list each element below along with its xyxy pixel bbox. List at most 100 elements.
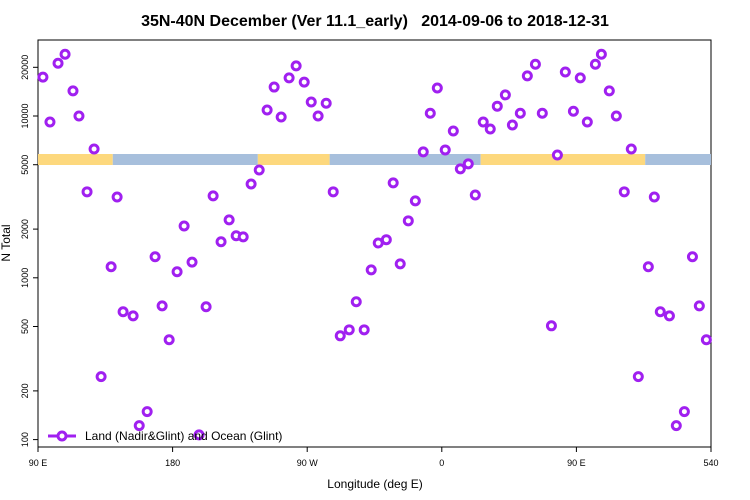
data-point	[171, 266, 183, 278]
data-point	[491, 100, 503, 112]
data-point	[394, 258, 406, 270]
data-point	[581, 116, 593, 128]
data-point	[358, 324, 370, 336]
data-point	[447, 125, 459, 137]
x-tick-label: 0	[439, 458, 444, 468]
data-point	[200, 301, 212, 313]
data-point	[59, 48, 71, 60]
data-point	[156, 300, 168, 312]
surface-strip	[329, 154, 481, 165]
data-point	[52, 57, 64, 69]
data-point	[37, 71, 49, 83]
data-point	[149, 251, 161, 263]
data-point	[178, 220, 190, 232]
y-tick-label: 20000	[20, 55, 30, 80]
x-tick-label: 540	[703, 458, 718, 468]
x-tick-label: 180	[165, 458, 180, 468]
data-point	[536, 107, 548, 119]
data-point	[670, 420, 682, 432]
y-axis-label: N Total	[0, 224, 13, 261]
data-point	[545, 320, 557, 332]
data-point	[163, 334, 175, 346]
data-point	[529, 58, 541, 70]
data-point	[133, 420, 145, 432]
data-point	[431, 82, 443, 94]
data-point	[334, 330, 346, 342]
data-point	[207, 190, 219, 202]
chart-title: 35N-40N December (Ver 11.1_early) 2014-0…	[141, 13, 609, 30]
x-tick-label: 90 E	[29, 458, 48, 468]
surface-strip	[480, 154, 646, 165]
surface-strip	[112, 154, 258, 165]
x-tick-label: 90 E	[567, 458, 586, 468]
data-point	[320, 97, 332, 109]
data-point	[439, 144, 451, 156]
data-point	[253, 164, 265, 176]
data-point	[409, 195, 421, 207]
data-point	[678, 406, 690, 418]
data-point	[193, 429, 205, 441]
data-point	[343, 324, 355, 336]
data-point	[484, 123, 496, 135]
data-point	[469, 189, 481, 201]
data-point	[245, 178, 257, 190]
data-point	[95, 371, 107, 383]
y-tick-label: 1000	[20, 268, 30, 288]
data-point	[595, 48, 607, 60]
data-point	[105, 261, 117, 273]
data-point	[618, 186, 630, 198]
data-point	[654, 306, 666, 318]
data-point	[283, 72, 295, 84]
data-point	[424, 107, 436, 119]
data-point	[186, 256, 198, 268]
data-point	[111, 191, 123, 203]
data-point	[402, 215, 414, 227]
data-point	[365, 264, 377, 276]
data-point	[663, 310, 675, 322]
surface-strip	[645, 154, 711, 165]
data-point	[67, 85, 79, 97]
surface-strip	[38, 154, 113, 165]
data-point	[648, 191, 660, 203]
legend-marker	[56, 430, 68, 442]
data-point	[261, 104, 273, 116]
surface-strip	[257, 154, 330, 165]
data-point	[327, 186, 339, 198]
y-tick-label: 200	[20, 383, 30, 398]
data-point	[462, 158, 474, 170]
data-point	[298, 76, 310, 88]
data-point	[387, 177, 399, 189]
data-point	[589, 58, 601, 70]
data-point	[215, 236, 227, 248]
data-point	[574, 72, 586, 84]
data-point	[141, 406, 153, 418]
data-point	[312, 110, 324, 122]
data-point	[380, 234, 392, 246]
data-point	[632, 371, 644, 383]
data-point	[290, 60, 302, 72]
data-point	[642, 261, 654, 273]
y-tick-label: 500	[20, 319, 30, 334]
data-point	[81, 186, 93, 198]
y-tick-label: 2000	[20, 219, 30, 239]
data-point	[117, 306, 129, 318]
legend-label: Land (Nadir&Glint) and Ocean (Glint)	[85, 429, 282, 443]
data-point	[417, 146, 429, 158]
y-tick-label: 5000	[20, 155, 30, 175]
data-point	[223, 214, 235, 226]
data-point	[610, 110, 622, 122]
data-point	[477, 116, 489, 128]
data-point	[700, 334, 712, 346]
data-point	[88, 143, 100, 155]
data-point	[559, 66, 571, 78]
data-point	[506, 119, 518, 131]
data-point	[73, 110, 85, 122]
data-point	[551, 149, 563, 161]
data-point	[268, 81, 280, 93]
y-tick-label: 100	[20, 432, 30, 447]
data-point	[350, 296, 362, 308]
x-tick-label: 90 W	[297, 458, 319, 468]
data-point	[237, 231, 249, 243]
data-point	[686, 251, 698, 263]
x-axis-label: Longitude (deg E)	[327, 477, 422, 491]
